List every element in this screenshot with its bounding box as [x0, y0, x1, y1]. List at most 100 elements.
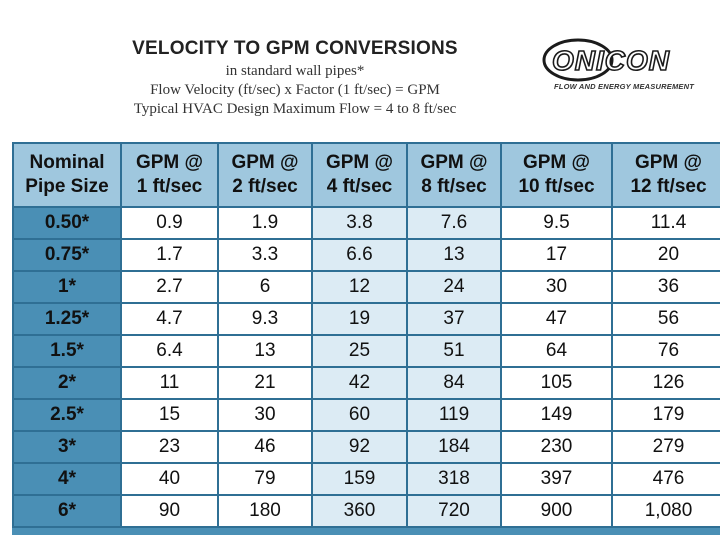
table-row: 3* 23 46 92 184 230 279	[12, 430, 720, 464]
gpm-4-header: GPM @ 4 ft/sec	[311, 142, 408, 208]
gpm-cell: 84	[406, 366, 502, 400]
gpm-cell: 21	[217, 366, 313, 400]
gpm-cell: 1.9	[217, 206, 313, 240]
formula-line: Flow Velocity (ft/sec) x Factor (1 ft/se…	[150, 82, 440, 98]
logo-wordmark: ONICON	[542, 38, 670, 82]
table-row: 1.25* 4.7 9.3 19 37 47 56	[12, 302, 720, 336]
gpm-cell: 15	[120, 398, 219, 432]
gpm-cell: 40	[120, 462, 219, 496]
gpm-cell: 12	[311, 270, 408, 304]
gpm-cell: 0.9	[120, 206, 219, 240]
gpm-cell: 360	[311, 494, 408, 528]
gpm-cell: 30	[500, 270, 613, 304]
gpm-cell: 64	[500, 334, 613, 368]
gpm-cell: 179	[611, 398, 720, 432]
table-header-row: Nominal Pipe Size GPM @ 1 ft/sec GPM @ 2 ft/s…	[12, 142, 720, 208]
gpm-cell: 279	[611, 430, 720, 464]
column-header-line: GPM @	[135, 152, 204, 173]
gpm-cell: 3.8	[311, 206, 408, 240]
column-header-line: 8 ft/sec	[421, 176, 487, 197]
gpm-cell: 11	[120, 366, 219, 400]
table-row: 2.5* 15 30 60 119 149 179	[12, 398, 720, 432]
gpm-cell: 17	[500, 238, 613, 272]
column-header-line: 2 ft/sec	[232, 176, 298, 197]
logo-wordmark-text: ONICON	[552, 45, 670, 76]
pipe-size-cell: 6*	[12, 494, 122, 528]
table-row: 0.50* 0.9 1.9 3.8 7.6 9.5 11.4	[12, 206, 720, 240]
gpm-cell: 2.7	[120, 270, 219, 304]
page-title: VELOCITY TO GPM CONVERSIONS	[132, 38, 458, 59]
onicon-logo: ONICON FLOW AND ENERGY MEASUREMENT	[540, 36, 720, 98]
gpm-cell: 397	[500, 462, 613, 496]
gpm-8-header: GPM @ 8 ft/sec	[406, 142, 502, 208]
gpm-cell: 126	[611, 366, 720, 400]
column-header-line: Nominal	[29, 152, 105, 173]
logo-tagline: FLOW AND ENERGY MEASUREMENT	[554, 82, 694, 91]
gpm-cell: 56	[611, 302, 720, 336]
gpm-cell: 318	[406, 462, 502, 496]
gpm-cell: 24	[406, 270, 502, 304]
gpm-cell: 36	[611, 270, 720, 304]
column-header-line: 10 ft/sec	[518, 176, 595, 197]
gpm-cell: 46	[217, 430, 313, 464]
gpm-2-header: GPM @ 2 ft/sec	[217, 142, 313, 208]
pipe-size-cell: 4*	[12, 462, 122, 496]
gpm-cell: 79	[217, 462, 313, 496]
gpm-cell: 149	[500, 398, 613, 432]
gpm-cell: 30	[217, 398, 313, 432]
conversion-table: Nominal Pipe Size GPM @ 1 ft/sec GPM @ 2 ft/s…	[12, 142, 720, 528]
pipe-size-cell: 2.5*	[12, 398, 122, 432]
column-header-line: 12 ft/sec	[630, 176, 707, 197]
gpm-cell: 6	[217, 270, 313, 304]
gpm-cell: 13	[406, 238, 502, 272]
gpm-cell: 76	[611, 334, 720, 368]
gpm-cell: 42	[311, 366, 408, 400]
gpm-cell: 720	[406, 494, 502, 528]
gpm-cell: 119	[406, 398, 502, 432]
gpm-cell: 20	[611, 238, 720, 272]
gpm-cell: 184	[406, 430, 502, 464]
conversion-table-wrap: Nominal Pipe Size GPM @ 1 ft/sec GPM @ 2 ft/s…	[12, 142, 720, 535]
gpm-cell: 1.7	[120, 238, 219, 272]
gpm-cell: 23	[120, 430, 219, 464]
table-row: 1.5* 6.4 13 25 51 64 76	[12, 334, 720, 368]
table-row: 2* 11 21 42 84 105 126	[12, 366, 720, 400]
gpm-10-header: GPM @ 10 ft/sec	[500, 142, 613, 208]
pipe-size-cell: 1.5*	[12, 334, 122, 368]
gpm-cell: 1,080	[611, 494, 720, 528]
pipe-size-cell: 3*	[12, 430, 122, 464]
gpm-cell: 37	[406, 302, 502, 336]
table-row: 4* 40 79 159 318 397 476	[12, 462, 720, 496]
gpm-cell: 13	[217, 334, 313, 368]
gpm-cell: 9.3	[217, 302, 313, 336]
table-row: 6* 90 180 360 720 900 1,080	[12, 494, 720, 528]
nominal-pipe-size-header: Nominal Pipe Size	[12, 142, 122, 208]
gpm-cell: 3.3	[217, 238, 313, 272]
column-header-line: GPM @	[634, 152, 703, 173]
table-body: 0.50* 0.9 1.9 3.8 7.6 9.5 11.4 0.75* 1.7 3.3 6.6 13…	[12, 206, 720, 528]
gpm-cell: 11.4	[611, 206, 720, 240]
column-header-line: GPM @	[231, 152, 299, 173]
gpm-cell: 4.7	[120, 302, 219, 336]
gpm-cell: 6.4	[120, 334, 219, 368]
gpm-cell: 476	[611, 462, 720, 496]
column-header-line: 4 ft/sec	[326, 176, 393, 197]
column-header-line: Pipe Size	[25, 176, 109, 197]
gpm-cell: 9.5	[500, 206, 613, 240]
table-row: 0.75* 1.7 3.3 6.6 13 17 20	[12, 238, 720, 272]
gpm-cell: 159	[311, 462, 408, 496]
gpm-12-header: GPM @ 12 ft/sec	[611, 142, 720, 208]
pipe-size-cell: 1*	[12, 270, 122, 304]
pipe-size-cell: 1.25*	[12, 302, 122, 336]
gpm-cell: 47	[500, 302, 613, 336]
page-subtitle: in standard wall pipes*	[225, 63, 365, 79]
column-header-line: GPM @	[522, 152, 591, 173]
gpm-cell: 25	[311, 334, 408, 368]
column-header-line: 1 ft/sec	[136, 176, 203, 197]
gpm-cell: 92	[311, 430, 408, 464]
gpm-cell: 51	[406, 334, 502, 368]
column-header-line: GPM @	[325, 152, 394, 173]
gpm-cell: 90	[120, 494, 219, 528]
table-row: 1* 2.7 6 12 24 30 36	[12, 270, 720, 304]
pipe-size-cell: 0.50*	[12, 206, 122, 240]
